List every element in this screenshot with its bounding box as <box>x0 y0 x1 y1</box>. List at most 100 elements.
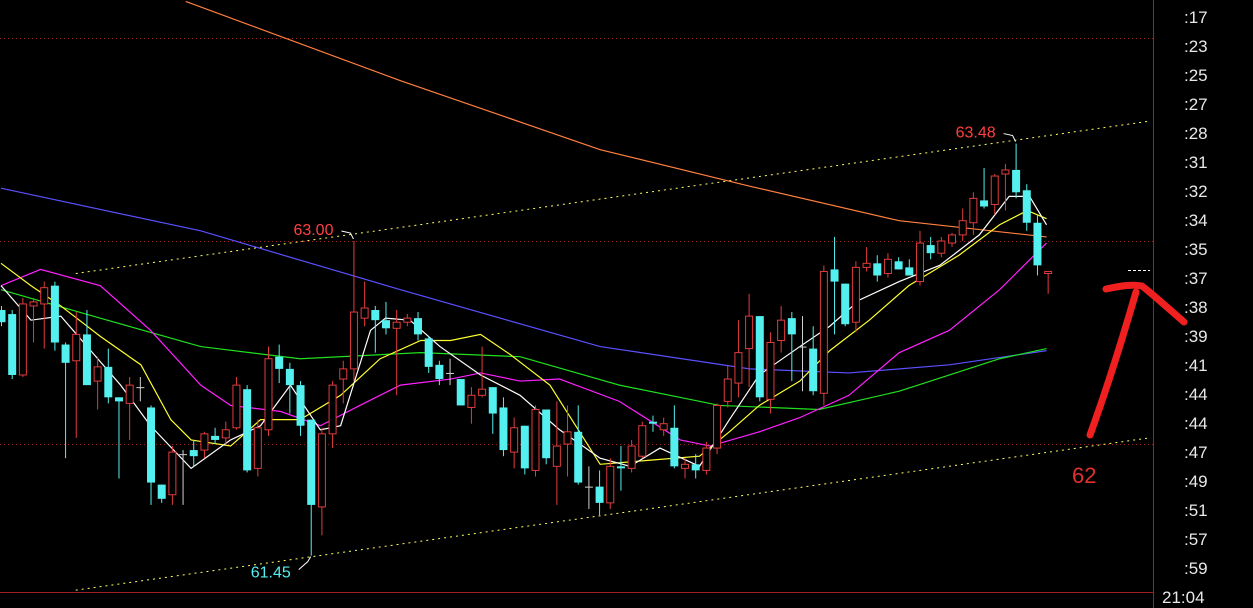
candle <box>542 409 551 465</box>
candle <box>969 192 978 235</box>
candle <box>948 232 957 248</box>
axis-label: :51 <box>1184 501 1208 520</box>
axis-label: :17 <box>1184 8 1208 27</box>
candle-body <box>317 433 326 508</box>
moving-average-line <box>0 209 1047 465</box>
handwritten-label: 62 <box>1072 463 1096 488</box>
candle-body <box>125 384 134 404</box>
candle-body <box>873 263 882 276</box>
candle <box>990 174 999 215</box>
candle-body <box>926 245 935 254</box>
candle <box>926 236 935 260</box>
candle <box>93 356 102 410</box>
candle-body <box>670 427 679 467</box>
axis-label: 21:04 <box>1162 588 1205 607</box>
candle <box>82 310 91 386</box>
candle <box>104 348 113 404</box>
candle-body <box>114 397 123 402</box>
candle <box>713 403 722 455</box>
trend-channel <box>75 120 1150 591</box>
candle-body <box>328 384 337 435</box>
annotation-arrow <box>298 556 312 571</box>
moving-average-line <box>0 187 1047 374</box>
candle <box>819 265 828 406</box>
candle-body <box>488 387 497 414</box>
candle-body <box>681 463 690 469</box>
candle <box>659 417 668 436</box>
candle <box>883 253 892 278</box>
candle-body <box>648 421 657 424</box>
candle-body <box>253 427 262 469</box>
candle-body <box>189 450 198 457</box>
candle <box>862 247 871 272</box>
candle-body <box>82 334 91 386</box>
candle-body <box>787 318 796 335</box>
candle <box>285 362 294 414</box>
candle-body <box>766 342 775 400</box>
candle <box>552 401 561 505</box>
candle-body <box>93 366 102 382</box>
candle-body <box>563 431 572 445</box>
candle <box>1001 163 1010 211</box>
candle <box>232 377 241 430</box>
candle-body <box>531 408 540 471</box>
candle <box>18 297 27 378</box>
candle <box>648 415 657 432</box>
candle-body <box>456 379 465 406</box>
candle <box>1012 143 1021 199</box>
candle-body <box>168 451 177 496</box>
candle-body <box>510 427 519 453</box>
candle-body <box>296 385 305 426</box>
candle-body <box>200 433 209 451</box>
axis-label: :38 <box>1184 298 1208 317</box>
candle <box>723 364 732 408</box>
candle-body <box>552 445 561 467</box>
candle <box>264 346 273 436</box>
candle <box>147 405 156 505</box>
axis-label: :59 <box>1184 559 1208 578</box>
candle <box>702 441 711 475</box>
candle <box>414 312 423 341</box>
candle <box>499 397 508 457</box>
candle <box>1044 270 1053 294</box>
moving-average-line <box>0 242 1047 447</box>
candle-body <box>275 356 284 369</box>
channel-line <box>75 120 1150 274</box>
moving-average-lines <box>0 0 1048 470</box>
candle-body <box>905 267 914 276</box>
candle-body <box>723 378 732 402</box>
candle-body <box>1022 190 1031 223</box>
candle <box>179 450 188 505</box>
candle-body <box>894 261 903 270</box>
candle <box>189 439 198 467</box>
candle-body <box>381 320 390 329</box>
candle-body <box>1033 222 1042 266</box>
candle <box>787 312 796 382</box>
candle-body <box>841 283 850 325</box>
candle-body <box>819 270 828 394</box>
candle <box>157 484 166 503</box>
candle <box>798 316 807 392</box>
candle <box>510 417 519 469</box>
candle <box>958 208 967 241</box>
axis-label: :44 <box>1184 414 1208 433</box>
candle <box>1022 184 1031 231</box>
candle <box>830 236 839 335</box>
candle <box>424 336 433 373</box>
axis-label: :23 <box>1184 37 1208 56</box>
candle <box>40 281 49 349</box>
candle-body <box>777 319 786 341</box>
candle-body <box>371 310 380 321</box>
candle-body <box>851 266 860 323</box>
candle <box>777 305 786 353</box>
candle <box>136 377 145 402</box>
candle-body <box>157 484 166 499</box>
candle-body <box>862 262 871 268</box>
candle-body <box>616 466 625 469</box>
candle-body <box>61 344 70 363</box>
axis-label: :27 <box>1184 95 1208 114</box>
channel-line <box>75 437 1150 591</box>
candle <box>456 379 465 406</box>
candle <box>339 360 348 404</box>
